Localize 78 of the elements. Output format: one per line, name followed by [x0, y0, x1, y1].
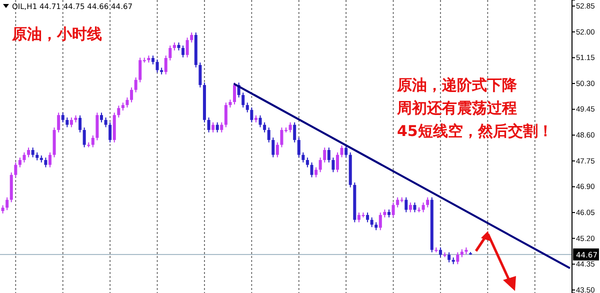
candlestick [233, 82, 236, 105]
candlestick [22, 152, 26, 163]
candlestick [182, 45, 185, 58]
candlestick [323, 147, 326, 163]
candlestick [134, 76, 138, 93]
annotation: 原油，递阶式下降 [396, 76, 518, 94]
candlestick [246, 102, 249, 113]
candlestick [70, 117, 73, 128]
candlestick [327, 147, 330, 163]
candlestick [104, 117, 108, 128]
candlestick [18, 157, 22, 168]
candlestick [31, 147, 34, 158]
candlestick [438, 246, 442, 258]
candlestick [456, 252, 460, 265]
candlestick [426, 196, 430, 208]
candlestick [302, 152, 305, 163]
candlestick [340, 144, 344, 158]
candlestick [108, 122, 112, 143]
candlestick [250, 106, 254, 123]
candlestick [310, 162, 314, 178]
candlestick [82, 127, 86, 148]
candlestick [366, 212, 370, 223]
candlestick [164, 55, 168, 75]
candlestick [57, 112, 60, 133]
candlestick [276, 142, 279, 158]
candlestick [272, 137, 275, 158]
candlestick [220, 122, 224, 133]
candlestick [422, 202, 425, 213]
candlestick [216, 122, 219, 133]
candlestick [297, 137, 300, 158]
candlestick [288, 122, 292, 133]
candlestick [198, 62, 202, 88]
candlestick [448, 252, 451, 263]
candlestick [408, 202, 412, 213]
candlestick [14, 162, 18, 178]
candlestick [126, 96, 129, 108]
candlestick [91, 134, 94, 148]
candlestick [267, 127, 270, 143]
candlestick [190, 32, 194, 44]
candlestick [293, 122, 296, 143]
candlestick [396, 196, 400, 208]
candlestick [138, 57, 142, 83]
candlestick [207, 117, 210, 133]
candlestick [370, 216, 374, 228]
candlestick [404, 196, 408, 213]
annotation: 45短线空，然后交割！ [397, 122, 553, 140]
candlestick [378, 212, 382, 231]
candlestick [263, 122, 266, 133]
candlestick [332, 157, 335, 173]
candlestick [344, 144, 348, 158]
candlestick [224, 102, 228, 128]
candlestick [27, 147, 30, 158]
annotation: 原油，小时线 [11, 25, 102, 43]
candlestick [117, 105, 120, 118]
candlestick [61, 112, 64, 123]
candlestick [258, 114, 262, 128]
candlestick [168, 45, 172, 61]
candlestick [156, 59, 159, 74]
candlestick [314, 166, 318, 178]
candlestick [242, 92, 245, 108]
candlestick [357, 212, 360, 223]
annotation: 周初还有震荡过程 [396, 99, 517, 117]
candlestick [306, 157, 309, 168]
candlestick [44, 157, 48, 168]
candlestick [186, 37, 189, 58]
candlestick [48, 152, 52, 168]
candlestick [66, 117, 69, 128]
candlestick [100, 112, 103, 123]
candlestick [392, 202, 395, 218]
candlestick [336, 152, 339, 173]
candlestick [413, 202, 416, 213]
candlestick [280, 127, 284, 148]
candlestick [318, 157, 322, 173]
candlestick [78, 114, 82, 133]
candlestick [212, 122, 215, 133]
candlestick [130, 86, 134, 103]
candlestick [96, 112, 99, 141]
candlestick [6, 196, 9, 211]
